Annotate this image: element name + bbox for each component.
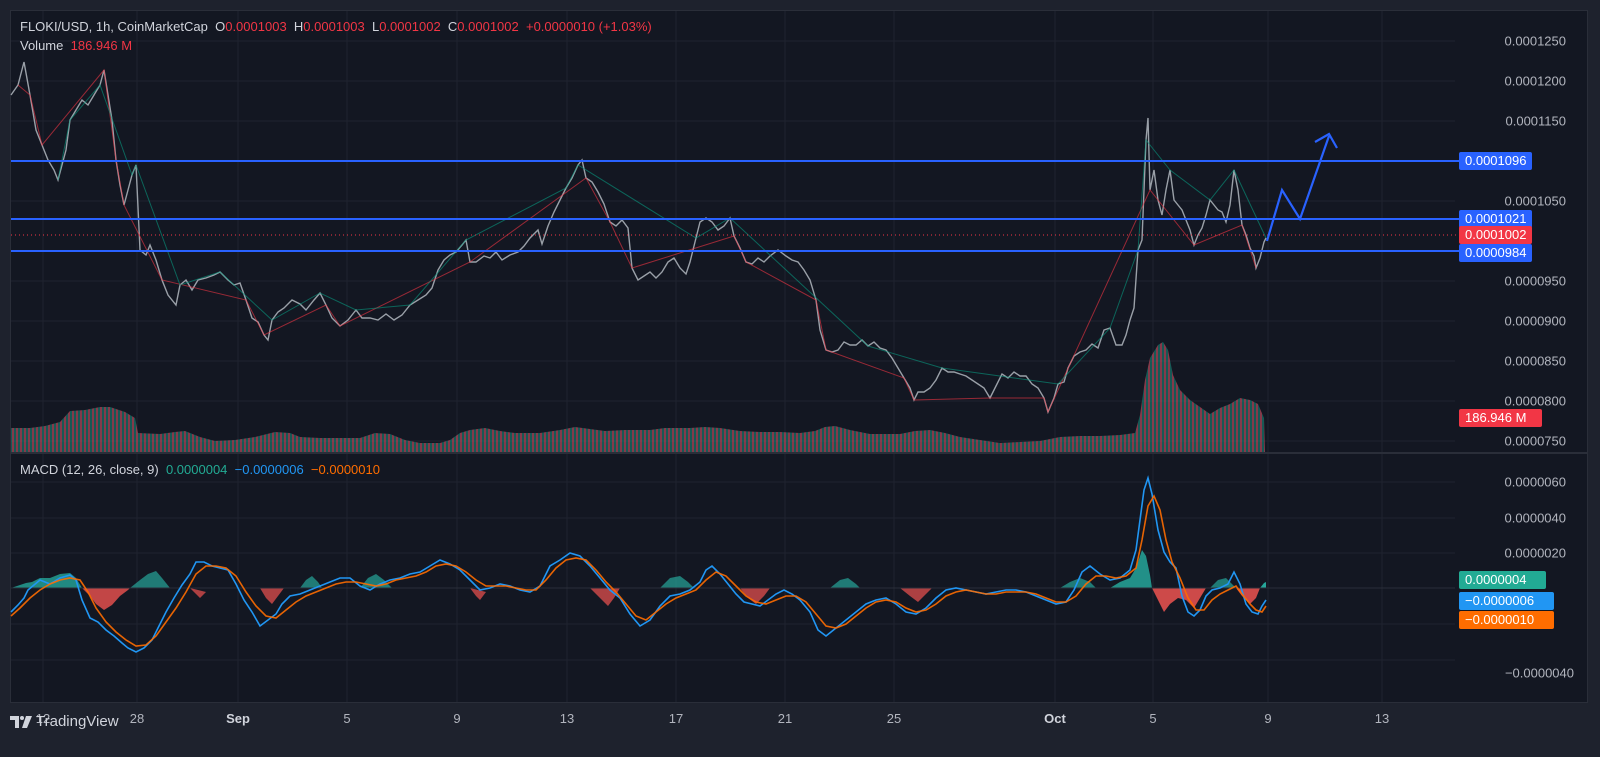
resistance-price-tag: 0.0001096 xyxy=(1459,152,1533,170)
date-tick: 9 xyxy=(453,711,461,726)
price-tick: 0.0000950 xyxy=(1504,273,1566,289)
macd-tick: 0.0000040 xyxy=(1504,510,1566,526)
brand-name: TradingView xyxy=(36,713,119,730)
price-tick: 0.0000800 xyxy=(1504,393,1566,409)
volume-tag: 186.946 M xyxy=(1459,409,1542,427)
macd-legend: MACD (12, 26, close, 9) 0.0000004 −0.000… xyxy=(20,462,380,477)
low-value: 0.0001002 xyxy=(379,19,441,34)
date-tick: 25 xyxy=(886,711,902,726)
date-tick: 9 xyxy=(1264,711,1272,726)
price-tick: 0.0001050 xyxy=(1504,193,1566,209)
price-tick: 0.0001250 xyxy=(1504,33,1566,49)
volume-bars xyxy=(11,342,1265,452)
macd-signal-tag: −0.0000010 xyxy=(1459,611,1554,629)
date-tick: Oct xyxy=(1044,711,1066,726)
current-price-tag: 0.0001002 xyxy=(1459,226,1533,244)
mid-price-tag: 0.0001021 xyxy=(1459,210,1533,228)
support-resistance-lines xyxy=(11,160,1459,252)
change-value: +0.0000010 (+1.03%) xyxy=(525,19,652,34)
macd-tick: 0.0000060 xyxy=(1504,474,1566,490)
date-tick: 13 xyxy=(559,711,575,726)
grid-lines xyxy=(11,11,1455,702)
price-tick: 0.0000750 xyxy=(1504,433,1566,449)
date-tick: 28 xyxy=(129,711,145,726)
close-value: 0.0001002 xyxy=(457,19,519,34)
open-value: 0.0001003 xyxy=(225,19,287,34)
date-tick: 13 xyxy=(1374,711,1390,726)
macd-line-tag: −0.0000006 xyxy=(1459,592,1554,610)
price-legend: FLOKI/USD, 1h, CoinMarketCap O0.0001003 … xyxy=(20,19,652,34)
date-tick: 5 xyxy=(343,711,351,726)
tradingview-logo-icon xyxy=(10,715,32,728)
macd-label[interactable]: MACD (12, 26, close, 9) xyxy=(20,462,159,477)
macd-line-value: −0.0000006 xyxy=(234,462,304,477)
tradingview-logo[interactable]: TradingView xyxy=(10,713,119,730)
macd-histogram-value: 0.0000004 xyxy=(165,462,228,477)
projection-arrow-icon xyxy=(1265,132,1338,242)
date-tick: 5 xyxy=(1149,711,1157,726)
high-value: 0.0001003 xyxy=(303,19,365,34)
macd-tick: 0.0000020 xyxy=(1504,545,1566,561)
macd-histogram-tag: 0.0000004 xyxy=(1459,571,1546,589)
price-tick: 0.0000850 xyxy=(1504,353,1566,369)
price-tick: 0.0001200 xyxy=(1504,73,1566,89)
price-tick: 0.0001150 xyxy=(1505,113,1567,129)
signal-line xyxy=(10,494,1267,647)
date-tick: 17 xyxy=(668,711,684,726)
volume-value: 186.946 M xyxy=(70,38,133,53)
date-tick: 12 xyxy=(35,711,51,726)
macd-line xyxy=(10,475,1267,653)
date-tick: 21 xyxy=(777,711,793,726)
macd-signal-value: −0.0000010 xyxy=(310,462,380,477)
symbol-title[interactable]: FLOKI/USD, 1h, CoinMarketCap xyxy=(20,19,208,34)
price-tick: 0.0000900 xyxy=(1504,313,1566,329)
volume-legend: Volume 186.946 M xyxy=(20,38,132,53)
macd-tick: −0.0000040 xyxy=(1504,665,1574,681)
volume-label[interactable]: Volume xyxy=(20,38,64,53)
support-price-tag: 0.0000984 xyxy=(1459,244,1533,262)
date-tick: Sep xyxy=(226,711,250,726)
price-candles xyxy=(10,61,1267,415)
